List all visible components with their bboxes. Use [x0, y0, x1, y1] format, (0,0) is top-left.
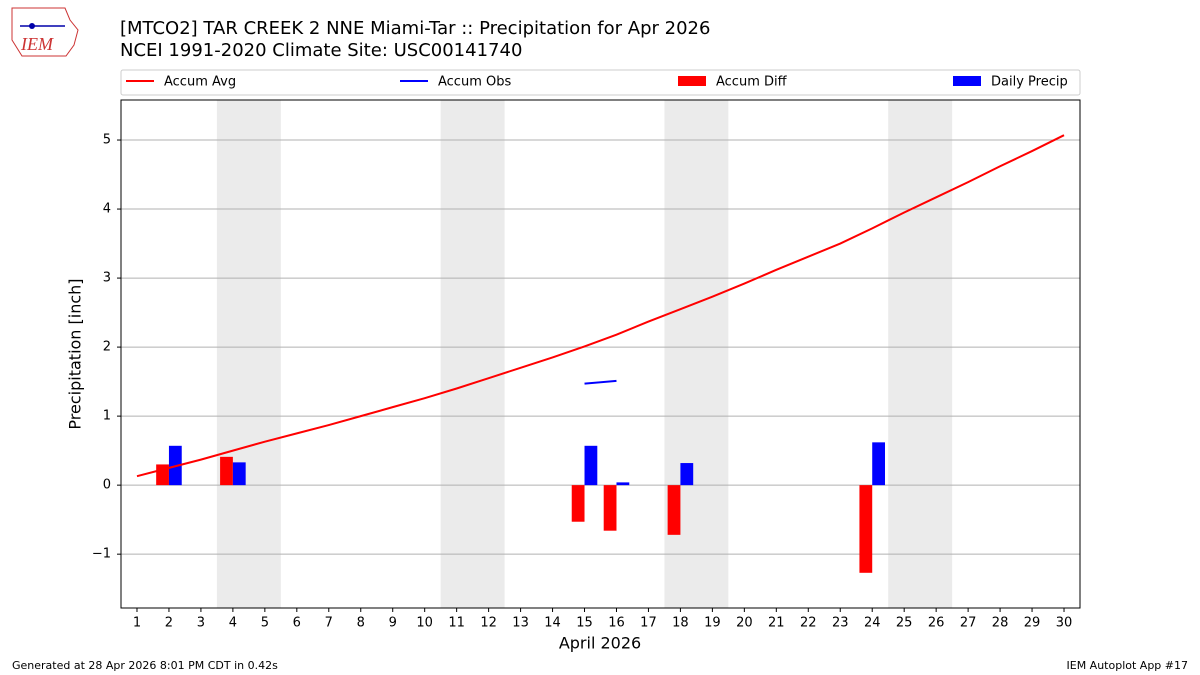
- bar: [232, 462, 246, 486]
- footer-right: IEM Autoplot App #17: [1067, 659, 1189, 672]
- y-tick-label: 4: [103, 202, 111, 217]
- weekend-shade: [216, 100, 281, 608]
- bar: [859, 485, 873, 573]
- x-axis-label: April 2026: [559, 634, 641, 653]
- plot-frame: [120, 99, 1081, 609]
- x-tick-label: 20: [736, 616, 753, 631]
- legend-box: [120, 69, 1081, 96]
- y-tick-label: 1: [103, 409, 111, 424]
- y-tick-label: −1: [92, 547, 111, 562]
- x-tick-label: 10: [416, 616, 433, 631]
- footer-left: Generated at 28 Apr 2026 8:01 PM CDT in …: [12, 659, 278, 672]
- y-tick-label: 2: [103, 340, 111, 355]
- x-tick-label: 14: [544, 616, 561, 631]
- x-tick-label: 11: [448, 616, 465, 631]
- bar: [680, 463, 694, 486]
- x-tick-label: 7: [325, 616, 333, 631]
- legend-label: Accum Diff: [716, 75, 788, 90]
- x-tick-label: 28: [992, 616, 1009, 631]
- bar: [603, 485, 617, 531]
- x-tick-label: 23: [832, 616, 849, 631]
- legend-label: Accum Obs: [438, 75, 511, 90]
- y-tick-label: 5: [103, 133, 111, 148]
- x-tick-label: 13: [512, 616, 529, 631]
- logo: IEM: [11, 7, 79, 57]
- x-tick-label: 16: [608, 616, 625, 631]
- logo-text: IEM: [20, 34, 54, 54]
- x-tick-label: 24: [864, 616, 881, 631]
- y-tick-label: 0: [103, 478, 111, 493]
- y-axis-label: Precipitation [inch]: [66, 278, 85, 429]
- x-tick-label: 12: [480, 616, 497, 631]
- x-tick-label: 25: [896, 616, 913, 631]
- x-tick-label: 22: [800, 616, 817, 631]
- chart-subtitle: NCEI 1991-2020 Climate Site: USC00141740: [120, 40, 522, 61]
- legend-label: Accum Avg: [164, 75, 236, 90]
- x-tick-label: 30: [1056, 616, 1073, 631]
- line: [584, 379, 617, 385]
- legend-swatch: [678, 76, 706, 86]
- weekend-shade: [440, 100, 505, 608]
- legend-swatch: [953, 76, 981, 86]
- x-tick-label: 5: [261, 616, 269, 631]
- x-tick-label: 27: [960, 616, 977, 631]
- logo-icon: [29, 23, 35, 29]
- y-tick-label: 3: [103, 271, 111, 286]
- bar: [571, 485, 585, 522]
- x-tick-label: 6: [293, 616, 301, 631]
- x-tick-label: 9: [389, 616, 397, 631]
- bar: [584, 445, 598, 486]
- line: [136, 134, 1065, 478]
- x-tick-label: 8: [357, 616, 365, 631]
- x-tick-label: 26: [928, 616, 945, 631]
- x-tick-label: 1: [133, 616, 141, 631]
- x-tick-label: 3: [197, 616, 205, 631]
- legend-label: Daily Precip: [991, 75, 1068, 90]
- bar: [220, 456, 233, 486]
- bar: [667, 485, 681, 535]
- x-tick-label: 18: [672, 616, 689, 631]
- bar: [616, 482, 630, 486]
- x-tick-label: 15: [576, 616, 593, 631]
- x-tick-label: 19: [704, 616, 721, 631]
- x-tick-label: 21: [768, 616, 785, 631]
- x-tick-label: 4: [229, 616, 237, 631]
- x-tick-label: 29: [1024, 616, 1041, 631]
- x-tick-label: 2: [165, 616, 173, 631]
- logo-outline: [11, 7, 79, 57]
- chart-title: [MTCO2] TAR CREEK 2 NNE Miami-Tar :: Pre…: [120, 18, 710, 39]
- weekend-shade: [888, 100, 953, 608]
- bar: [872, 442, 886, 486]
- x-tick-label: 17: [640, 616, 657, 631]
